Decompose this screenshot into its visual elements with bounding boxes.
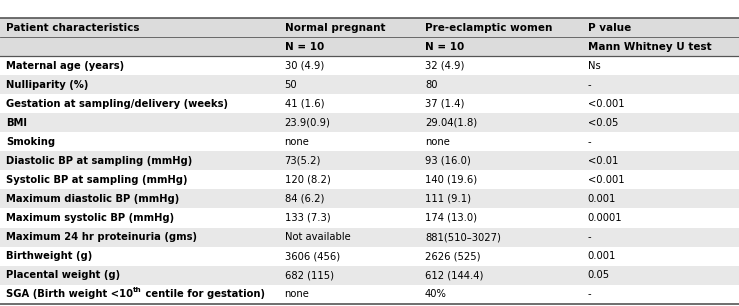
Bar — [0, 189, 739, 208]
Bar — [0, 114, 739, 132]
Text: BMI: BMI — [6, 118, 27, 128]
Bar — [0, 95, 739, 114]
Text: 612 (144.4): 612 (144.4) — [425, 270, 483, 280]
Bar — [0, 151, 739, 170]
Text: <0.001: <0.001 — [588, 175, 624, 185]
Text: 111 (9.1): 111 (9.1) — [425, 194, 471, 204]
Bar — [0, 37, 739, 56]
Text: Systolic BP at sampling (mmHg): Systolic BP at sampling (mmHg) — [6, 175, 188, 185]
Text: 40%: 40% — [425, 289, 447, 299]
Text: none: none — [425, 137, 450, 147]
Text: 133 (7.3): 133 (7.3) — [285, 213, 330, 223]
Text: -: - — [588, 232, 591, 242]
Text: 50: 50 — [285, 80, 297, 90]
Text: Normal pregnant: Normal pregnant — [285, 23, 385, 33]
Text: SGA (Birth weight <10: SGA (Birth weight <10 — [6, 289, 133, 299]
Text: <0.001: <0.001 — [588, 99, 624, 109]
Text: 2626 (525): 2626 (525) — [425, 251, 480, 261]
Text: Nulliparity (%): Nulliparity (%) — [6, 80, 88, 90]
Text: -: - — [588, 137, 591, 147]
Text: P value: P value — [588, 23, 631, 33]
Text: Patient characteristics: Patient characteristics — [6, 23, 140, 33]
Text: Maximum systolic BP (mmHg): Maximum systolic BP (mmHg) — [6, 213, 174, 223]
Text: 0.0001: 0.0001 — [588, 213, 622, 223]
Text: 84 (6.2): 84 (6.2) — [285, 194, 324, 204]
Text: none: none — [285, 137, 310, 147]
Text: <0.01: <0.01 — [588, 156, 618, 166]
Bar — [0, 247, 739, 266]
Text: Placental weight (g): Placental weight (g) — [6, 270, 120, 280]
Text: Maternal age (years): Maternal age (years) — [6, 61, 124, 71]
Text: Mann Whitney U test: Mann Whitney U test — [588, 42, 711, 52]
Text: Smoking: Smoking — [6, 137, 55, 147]
Bar — [0, 56, 739, 75]
Text: th: th — [133, 287, 142, 293]
Text: 3606 (456): 3606 (456) — [285, 251, 340, 261]
Text: 0.05: 0.05 — [588, 270, 610, 280]
Text: 30 (4.9): 30 (4.9) — [285, 61, 324, 71]
Bar — [0, 266, 739, 285]
Text: 73(5.2): 73(5.2) — [285, 156, 321, 166]
Bar — [0, 75, 739, 95]
Text: 32 (4.9): 32 (4.9) — [425, 61, 464, 71]
Text: -: - — [588, 289, 591, 299]
Text: Birthweight (g): Birthweight (g) — [6, 251, 92, 261]
Text: 29.04(1.8): 29.04(1.8) — [425, 118, 477, 128]
Bar — [0, 132, 739, 151]
Text: none: none — [285, 289, 310, 299]
Text: 682 (115): 682 (115) — [285, 270, 333, 280]
Text: Maximum diastolic BP (mmHg): Maximum diastolic BP (mmHg) — [6, 194, 179, 204]
Text: <0.05: <0.05 — [588, 118, 618, 128]
Text: 120 (8.2): 120 (8.2) — [285, 175, 330, 185]
Bar — [0, 208, 739, 227]
Text: N = 10: N = 10 — [285, 42, 324, 52]
Text: 881(510–3027): 881(510–3027) — [425, 232, 501, 242]
Text: 0.001: 0.001 — [588, 251, 616, 261]
Text: 41 (1.6): 41 (1.6) — [285, 99, 324, 109]
Text: -: - — [588, 80, 591, 90]
Bar — [0, 18, 739, 37]
Text: 174 (13.0): 174 (13.0) — [425, 213, 477, 223]
Text: Maximum 24 hr proteinuria (gms): Maximum 24 hr proteinuria (gms) — [6, 232, 197, 242]
Text: centile for gestation): centile for gestation) — [142, 289, 265, 299]
Bar — [0, 170, 739, 189]
Text: Not available: Not available — [285, 232, 350, 242]
Bar — [0, 227, 739, 247]
Text: 23.9(0.9): 23.9(0.9) — [285, 118, 330, 128]
Text: Diastolic BP at sampling (mmHg): Diastolic BP at sampling (mmHg) — [6, 156, 192, 166]
Text: 0.001: 0.001 — [588, 194, 616, 204]
Text: 37 (1.4): 37 (1.4) — [425, 99, 464, 109]
Text: Gestation at sampling/delivery (weeks): Gestation at sampling/delivery (weeks) — [6, 99, 228, 109]
Bar — [0, 285, 739, 304]
Text: Ns: Ns — [588, 61, 600, 71]
Text: 140 (19.6): 140 (19.6) — [425, 175, 477, 185]
Text: 80: 80 — [425, 80, 437, 90]
Text: 93 (16.0): 93 (16.0) — [425, 156, 471, 166]
Text: Pre-eclamptic women: Pre-eclamptic women — [425, 23, 552, 33]
Text: N = 10: N = 10 — [425, 42, 464, 52]
